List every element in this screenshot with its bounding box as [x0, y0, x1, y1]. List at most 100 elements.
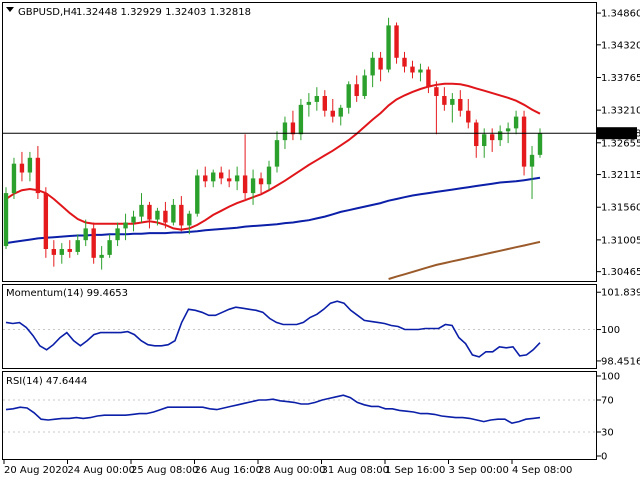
candle — [4, 187, 8, 249]
candle-body — [259, 178, 263, 184]
candle-body — [68, 249, 72, 252]
candle — [91, 223, 95, 264]
candle-body — [331, 111, 335, 117]
candle-body — [235, 175, 239, 181]
candle-body — [171, 205, 175, 223]
candle-body — [251, 178, 255, 193]
candle-body — [4, 193, 8, 246]
candle-body — [123, 223, 127, 229]
candle-body — [538, 133, 542, 155]
candle-body — [44, 193, 48, 249]
candle-body — [163, 211, 167, 223]
price-tick-label: 1.34860 — [601, 9, 640, 20]
candle-body — [347, 84, 351, 108]
candle — [12, 158, 16, 199]
candle-body — [28, 158, 32, 173]
candle-body — [227, 178, 231, 181]
candle — [299, 99, 303, 140]
rsi-tick-label: 100 — [601, 372, 620, 383]
price-tick-label: 1.34320 — [601, 40, 640, 51]
candle-body — [530, 155, 534, 167]
candle-body — [522, 117, 526, 167]
candle-body — [458, 99, 462, 111]
candle-body — [450, 99, 454, 105]
momentum-tick-label: 98.4516 — [601, 356, 640, 367]
symbol-label: GBPUSD,H4 — [18, 7, 77, 18]
candle-body — [466, 111, 470, 123]
price-tick-label: 1.32655 — [601, 138, 640, 149]
candle-body — [418, 70, 422, 73]
price-tick-label: 1.32115 — [601, 170, 640, 181]
momentum-title: Momentum(14) 99.4653 — [6, 288, 128, 299]
candle-body — [99, 255, 103, 258]
price-tick-label: 1.30465 — [601, 267, 640, 278]
candle-body — [115, 228, 119, 240]
candle-body — [386, 25, 390, 69]
time-tick-label: 26 Aug 16:00 — [195, 465, 262, 476]
ohlc-values: 1.32448 1.32929 1.32403 1.32818 — [76, 7, 251, 18]
candle-body — [91, 228, 95, 257]
candle-body — [139, 205, 143, 217]
candle-body — [370, 58, 374, 76]
price-tick-label: 1.33210 — [601, 106, 640, 117]
candle-body — [402, 58, 406, 67]
candle-body — [131, 217, 135, 223]
candle-body — [394, 25, 398, 57]
time-tick-label: 4 Sep 08:00 — [512, 465, 572, 476]
candle-body — [362, 75, 366, 96]
candle-body — [339, 108, 343, 117]
time-tick-label: 31 Aug 08:00 — [322, 465, 389, 476]
candle-body — [267, 167, 271, 185]
candle-body — [490, 134, 494, 140]
rsi-tick-label: 70 — [601, 396, 614, 407]
candle — [386, 18, 390, 73]
candle-body — [203, 175, 207, 181]
candle-body — [378, 58, 382, 70]
candle-body — [426, 70, 430, 88]
rsi-title: RSI(14) 47.6444 — [6, 376, 87, 387]
candle-body — [506, 128, 510, 131]
candle-body — [211, 173, 215, 182]
candle-body — [219, 173, 223, 179]
rsi-tick-label: 0 — [601, 452, 607, 463]
time-tick-label: 28 Aug 00:00 — [258, 465, 325, 476]
candle-body — [442, 96, 446, 105]
candle-body — [84, 228, 88, 240]
price-tick-label: 1.31005 — [601, 235, 640, 246]
candle-body — [147, 205, 151, 220]
candle-body — [323, 96, 327, 111]
candle-body — [410, 67, 414, 73]
momentum-tick-label: 100 — [601, 325, 620, 336]
price-tick-label: 1.33765 — [601, 73, 640, 84]
candle-body — [275, 140, 279, 166]
candle-body — [12, 164, 16, 193]
rsi-tick-label: 30 — [601, 428, 614, 439]
candle — [44, 187, 48, 258]
time-tick-label: 20 Aug 2020 — [4, 465, 68, 476]
time-tick-label: 25 Aug 08:00 — [131, 465, 198, 476]
time-tick-label: 24 Aug 00:00 — [68, 465, 135, 476]
candle-body — [60, 249, 64, 255]
candle-body — [299, 105, 303, 134]
candle-body — [155, 211, 159, 220]
momentum-tick-label: 101.8399 — [601, 288, 640, 299]
candle-body — [187, 214, 191, 226]
candle-body — [315, 96, 319, 102]
candle-body — [52, 249, 56, 255]
candle-body — [474, 122, 478, 146]
candle-body — [514, 117, 518, 129]
candle-body — [291, 122, 295, 134]
current-price-label: 1.32818 — [600, 129, 640, 140]
candle-body — [307, 102, 311, 105]
candle-body — [36, 158, 40, 193]
candle-body — [482, 134, 486, 146]
candle — [394, 22, 398, 63]
candle-body — [179, 205, 183, 226]
time-tick-label: 1 Sep 16:00 — [385, 465, 445, 476]
candle — [522, 111, 526, 176]
candle-body — [195, 175, 199, 213]
candle-body — [498, 131, 502, 140]
candle-body — [20, 164, 24, 173]
time-tick-label: 3 Sep 00:00 — [449, 465, 509, 476]
